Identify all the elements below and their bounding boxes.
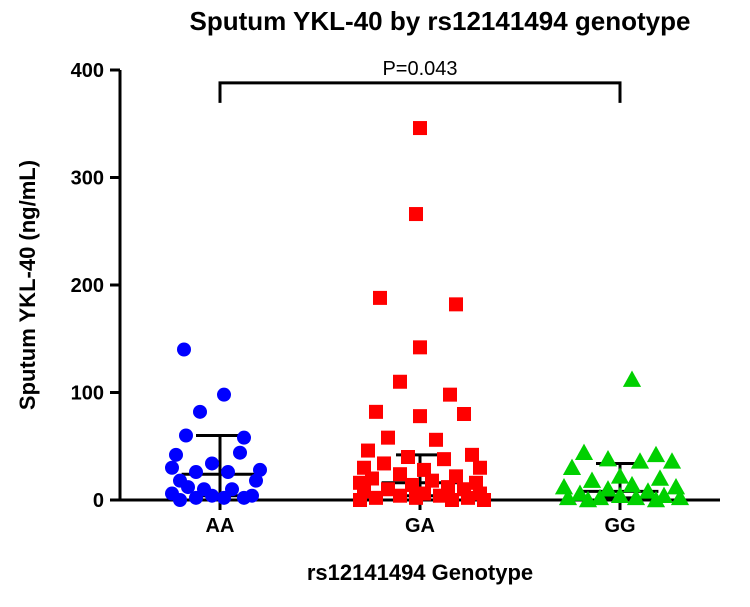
data-point: [165, 461, 179, 475]
data-point: [189, 465, 203, 479]
data-point: [179, 429, 193, 443]
data-point: [631, 452, 649, 468]
data-point: [413, 340, 427, 354]
data-point: [221, 465, 235, 479]
data-point: [381, 482, 395, 496]
pvalue-label: P=0.043: [382, 58, 457, 80]
data-point: [377, 456, 391, 470]
data-point: [575, 444, 593, 460]
data-point: [249, 474, 263, 488]
chart-title: Sputum YKL-40 by rs12141494 genotype: [190, 6, 691, 36]
y-tick-label: 400: [71, 60, 104, 82]
data-point: [373, 291, 387, 305]
data-point: [233, 446, 247, 460]
pvalue-bracket: [220, 83, 620, 103]
data-point: [409, 207, 423, 221]
y-tick-label: 0: [93, 490, 104, 512]
y-tick-label: 200: [71, 275, 104, 297]
data-point: [393, 375, 407, 389]
y-tick-label: 100: [71, 383, 104, 405]
data-point: [193, 405, 207, 419]
data-point: [353, 493, 367, 507]
data-point: [237, 431, 251, 445]
data-point: [563, 459, 581, 475]
data-point: [169, 448, 183, 462]
x-tick-label: GG: [604, 515, 635, 537]
data-point: [425, 474, 439, 488]
data-point: [237, 491, 251, 505]
data-point: [365, 472, 379, 486]
data-point: [361, 444, 375, 458]
data-point: [461, 491, 475, 505]
data-point: [445, 493, 459, 507]
data-point: [173, 493, 187, 507]
data-point: [413, 121, 427, 135]
data-point: [663, 452, 681, 468]
data-point: [393, 489, 407, 503]
x-tick-label: AA: [206, 515, 235, 537]
data-point: [449, 297, 463, 311]
data-point: [405, 478, 419, 492]
y-tick-label: 300: [71, 168, 104, 190]
data-point: [555, 478, 573, 494]
data-point: [189, 491, 203, 505]
data-point: [433, 489, 447, 503]
y-axis-label: Sputum YKL-40 (ng/mL): [15, 160, 40, 410]
data-point: [437, 452, 451, 466]
scatter-chart: Sputum YKL-40 by rs12141494 genotype 0 100…: [0, 0, 750, 607]
data-point: [599, 450, 617, 466]
data-point: [217, 388, 231, 402]
data-point: [401, 450, 415, 464]
x-axis-label: rs12141494 Genotype: [307, 560, 533, 585]
data-point: [457, 407, 471, 421]
data-point: [473, 461, 487, 475]
data-point: [477, 493, 491, 507]
data-point: [217, 491, 231, 505]
data-point: [381, 431, 395, 445]
data-point: [177, 343, 191, 357]
data-point: [623, 371, 641, 387]
data-point: [393, 467, 407, 481]
data-point: [611, 467, 629, 483]
data-point: [205, 489, 219, 503]
data-point: [465, 448, 479, 462]
data-point: [413, 409, 427, 423]
data-point: [443, 388, 457, 402]
data-point: [667, 478, 685, 494]
data-point: [409, 491, 423, 505]
data-point: [205, 456, 219, 470]
data-point: [369, 491, 383, 505]
data-point: [429, 433, 443, 447]
data-point: [369, 405, 383, 419]
data-point: [647, 446, 665, 462]
x-tick-label: GA: [405, 515, 435, 537]
data-point: [583, 472, 601, 488]
data-point: [651, 469, 669, 485]
chart-container: Sputum YKL-40 by rs12141494 genotype 0 100…: [0, 0, 750, 607]
